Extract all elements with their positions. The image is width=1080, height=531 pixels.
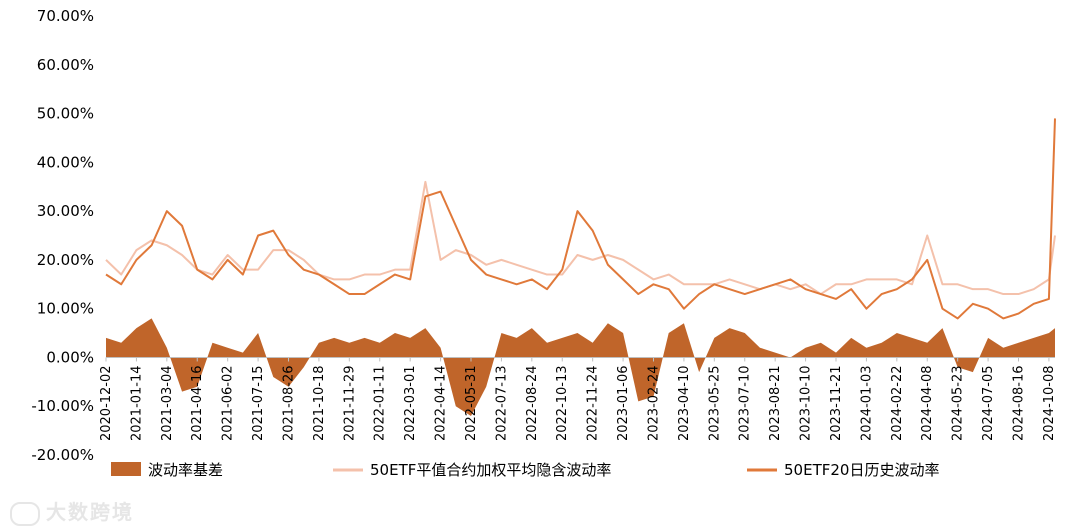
watermark-logo-icon <box>10 501 40 526</box>
y-tick-label: 20.00% <box>37 251 94 269</box>
watermark-text: 大数跨境 <box>46 500 134 524</box>
plot-area <box>105 118 1056 416</box>
x-tick-label: 2022-07-13 <box>494 365 509 441</box>
x-tick-label: 2021-04-16 <box>190 365 205 441</box>
x-tick-label: 2023-04-10 <box>677 365 692 441</box>
x-tick-label: 2021-11-29 <box>342 365 357 441</box>
legend-label-basis: 波动率基差 <box>148 461 223 479</box>
watermark: 大数跨境 <box>10 496 134 526</box>
x-tick-label: 2021-01-14 <box>129 365 144 441</box>
x-tick-label: 2022-08-24 <box>525 365 540 441</box>
x-tick-label: 2024-07-05 <box>981 365 996 441</box>
y-tick-label: -10.00% <box>31 397 94 415</box>
x-tick-label: 2024-01-03 <box>859 365 874 441</box>
x-tick-label: 2022-03-01 <box>403 365 418 441</box>
x-tick-label: 2024-08-16 <box>1012 365 1027 441</box>
x-tick-label: 2020-12-02 <box>99 365 114 441</box>
y-tick-label: 10.00% <box>37 300 94 318</box>
x-axis-ticks: 2020-12-02 2021-01-14 2021-03-04 2021-04-16… <box>99 357 1057 441</box>
x-tick-label: 2023-10-10 <box>799 365 814 441</box>
series-basis-area <box>106 318 1055 416</box>
y-tick-label: 70.00% <box>37 7 94 25</box>
series-historical-vol-line <box>105 118 1056 320</box>
x-tick-label: 2022-10-13 <box>555 365 570 441</box>
legend-swatch-basis <box>111 462 141 476</box>
x-tick-label: 2023-02-24 <box>647 365 662 441</box>
x-tick-label: 2021-07-15 <box>251 365 266 441</box>
x-tick-label: 2021-03-04 <box>160 365 175 441</box>
y-tick-label: -20.00% <box>31 446 94 464</box>
legend: 波动率基差 50ETF平值合约加权平均隐含波动率 50ETF20日历史波动率 <box>111 461 939 479</box>
x-tick-label: 2021-06-02 <box>221 365 236 441</box>
x-tick-label: 2022-04-14 <box>434 365 449 441</box>
y-tick-label: 40.00% <box>37 153 94 171</box>
legend-label-implied-vol: 50ETF平值合约加权平均隐含波动率 <box>370 461 611 479</box>
x-tick-label: 2022-01-11 <box>373 365 388 441</box>
y-tick-label: 30.00% <box>37 202 94 220</box>
x-tick-label: 2024-05-23 <box>951 365 966 441</box>
x-tick-label: 2024-10-08 <box>1042 365 1057 441</box>
y-tick-label: 0.00% <box>46 348 94 366</box>
series-implied-vol-line <box>105 180 1056 296</box>
x-tick-label: 2023-07-10 <box>738 365 753 441</box>
x-tick-label: 2023-05-25 <box>707 365 722 441</box>
x-tick-label: 2023-01-06 <box>616 365 631 441</box>
x-tick-label: 2024-02-22 <box>890 365 905 441</box>
x-tick-label: 2021-10-18 <box>312 365 327 441</box>
legend-label-historical-vol: 50ETF20日历史波动率 <box>784 461 939 479</box>
y-tick-label: 50.00% <box>37 105 94 123</box>
y-tick-label: 60.00% <box>37 56 94 74</box>
x-tick-label: 2023-11-21 <box>829 365 844 441</box>
x-tick-label: 2021-08-26 <box>282 365 297 441</box>
y-axis-ticks: -20.00% -10.00% 0.00% 10.00% 20.00% 30.00% 40.… <box>31 7 94 464</box>
x-tick-label: 2024-04-08 <box>920 365 935 441</box>
x-tick-label: 2022-05-31 <box>464 365 479 441</box>
x-tick-label: 2023-08-21 <box>768 365 783 441</box>
x-tick-label: 2022-11-24 <box>586 365 601 441</box>
